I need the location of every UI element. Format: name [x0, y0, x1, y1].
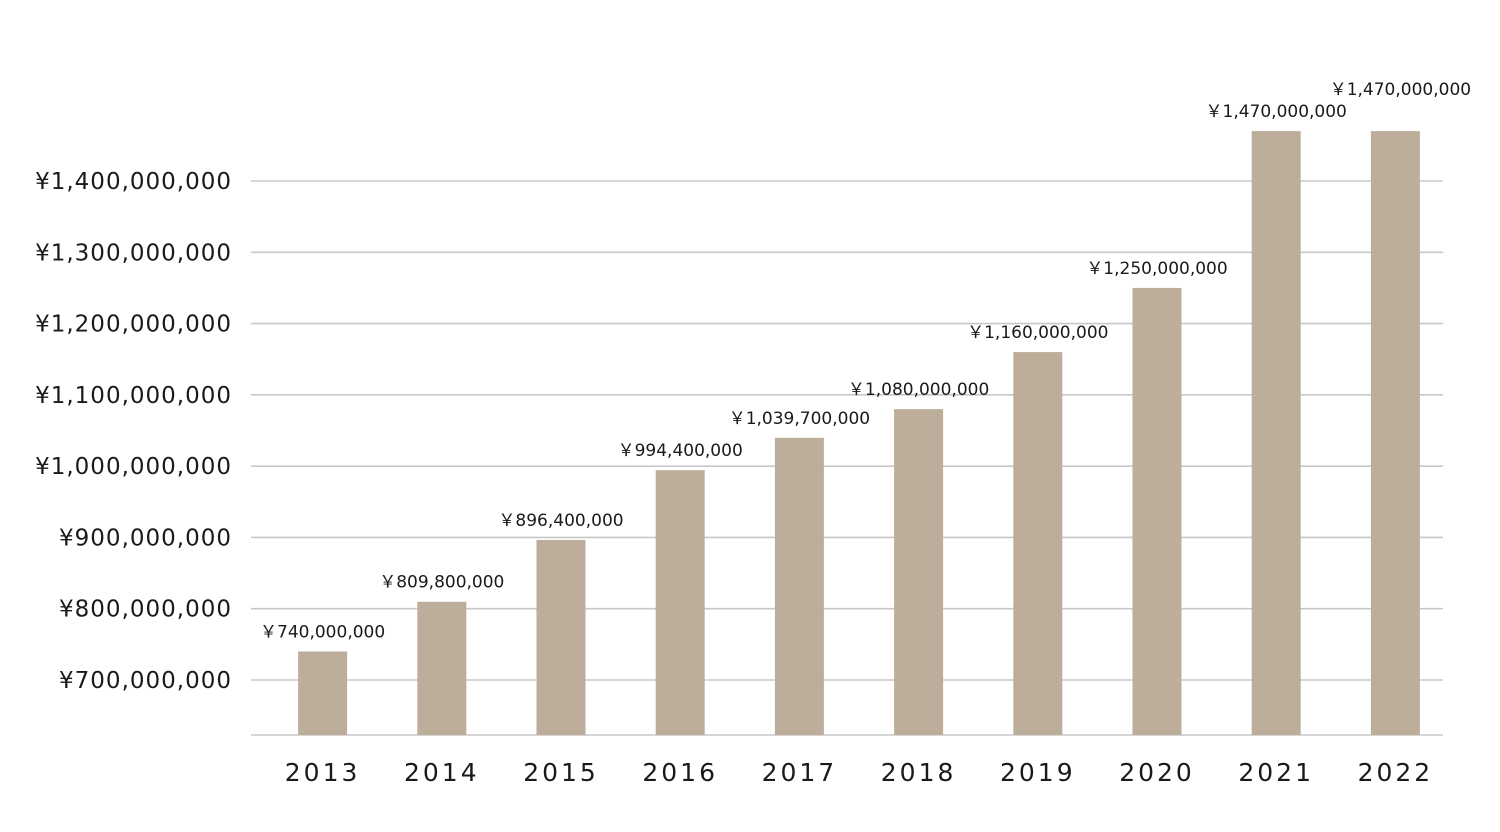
bar-2014 — [417, 601, 467, 735]
data-label: ￥896,400,000 — [498, 511, 623, 531]
bar-2019 — [1013, 352, 1063, 735]
x-tick-label: 2021 — [1238, 758, 1314, 787]
data-labels: ￥740,000,000 ￥809,800,000 ￥896,400,000 ￥994… — [260, 80, 1471, 642]
bar-2016 — [655, 470, 705, 735]
data-label: ￥1,470,000,000 — [1330, 80, 1471, 100]
data-label: ￥1,250,000,000 — [1086, 259, 1227, 279]
x-tick-label: 2016 — [642, 758, 718, 787]
data-label: ￥1,160,000,000 — [967, 323, 1108, 343]
data-label: ￥1,039,700,000 — [729, 409, 870, 429]
data-label: ￥994,400,000 — [618, 441, 743, 461]
y-tick-label: ¥1,100,000,000 — [35, 383, 232, 409]
x-tick-label: 2019 — [1000, 758, 1076, 787]
y-tick-label: ¥800,000,000 — [59, 597, 232, 623]
data-label: ￥809,800,000 — [379, 573, 504, 593]
y-tick-label: ¥1,000,000,000 — [35, 454, 232, 480]
data-label: ￥740,000,000 — [260, 622, 385, 642]
x-tick-label: 2017 — [762, 758, 838, 787]
data-label: ￥1,470,000,000 — [1206, 102, 1347, 122]
y-tick-label: ¥1,200,000,000 — [35, 312, 232, 338]
y-tick-label: ¥900,000,000 — [59, 525, 232, 551]
bar-2020 — [1132, 287, 1182, 735]
x-tick-label: 2013 — [285, 758, 361, 787]
bar-2022 — [1370, 131, 1420, 736]
x-tick-label: 2018 — [881, 758, 957, 787]
x-tick-label: 2014 — [404, 758, 480, 787]
bar-2021 — [1251, 131, 1301, 736]
x-tick-label: 2022 — [1358, 758, 1434, 787]
bars — [298, 131, 1420, 736]
y-axis-ticks: ¥700,000,000 ¥800,000,000 ¥900,000,000 ¥1,0… — [35, 169, 232, 694]
x-tick-label: 2020 — [1119, 758, 1195, 787]
x-tick-label: 2015 — [523, 758, 599, 787]
bar-2013 — [298, 651, 348, 735]
bar-2018 — [894, 409, 944, 735]
y-tick-label: ¥700,000,000 — [59, 668, 232, 694]
data-label: ￥1,080,000,000 — [848, 380, 989, 400]
y-tick-label: ¥1,300,000,000 — [35, 240, 232, 266]
y-tick-label: ¥1,400,000,000 — [35, 169, 232, 195]
bar-2017 — [774, 437, 824, 735]
bar-2015 — [536, 539, 586, 735]
x-axis-ticks: 2013 2014 2015 2016 2017 2018 2019 2020 2021 2022 — [285, 758, 1434, 787]
